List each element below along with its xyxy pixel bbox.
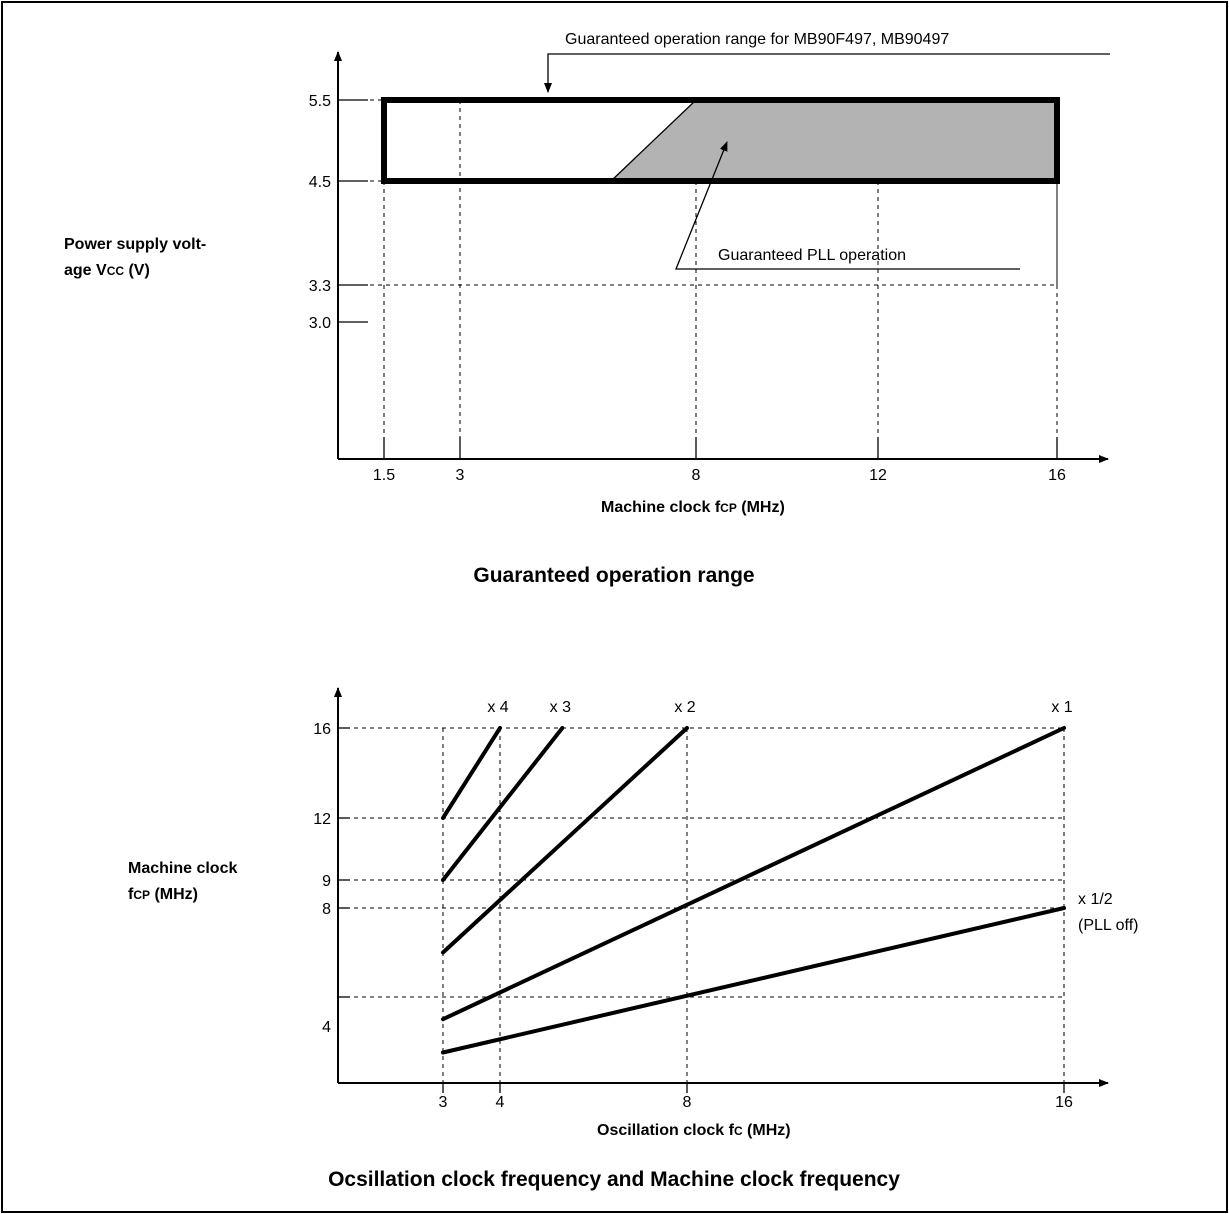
c2-x-ticks: 3 4 8 16 bbox=[439, 1083, 1073, 1111]
c2-x-tick-4: 4 bbox=[496, 1094, 505, 1111]
series-label-4: x 1 bbox=[1051, 699, 1072, 716]
c2-x-axis-label: Oscillation clock fC (MHz) bbox=[597, 1122, 791, 1139]
c2-x-tick-16: 16 bbox=[1055, 1094, 1073, 1111]
c2-x-tick-3: 3 bbox=[439, 1094, 448, 1111]
c1-y-axis-label-line2: age VCC (V) bbox=[64, 262, 150, 279]
series-line-1 bbox=[441, 726, 502, 820]
series-label-5-note: (PLL off) bbox=[1078, 917, 1138, 934]
c1-y-tick-3.3: 3.3 bbox=[309, 278, 331, 295]
pll-operation-region bbox=[609, 99, 1058, 182]
series-label-2: x 3 bbox=[550, 699, 571, 716]
c2-y-tick-4: 4 bbox=[322, 1019, 331, 1036]
c1-x-tick-8: 8 bbox=[692, 467, 701, 484]
operation-range-annotation: Guaranteed operation range for MB90F497,… bbox=[544, 31, 1110, 93]
c1-caption: Guaranteed operation range bbox=[473, 564, 754, 587]
c1-y-axis-label-line1: Power supply volt- bbox=[64, 236, 206, 253]
c1-x-tick-3: 3 bbox=[456, 467, 465, 484]
c2-dashed-guides bbox=[338, 727, 1065, 1083]
c2-y-axis-label-line2: fCP (MHz) bbox=[128, 886, 198, 903]
operation-range-chart: 5.5 4.5 3.3 3.0 1.5 3 8 12 16 Guaranteed operat… bbox=[64, 31, 1110, 587]
operation-range-box bbox=[381, 97, 1060, 184]
c2-axes bbox=[334, 687, 1109, 1087]
series-line-3 bbox=[441, 726, 689, 955]
c2-y-ticks: 16 12 9 8 4 bbox=[313, 721, 350, 1036]
series-label-1: x 4 bbox=[487, 699, 508, 716]
series-line-4 bbox=[441, 726, 1066, 1022]
c2-y-tick-12: 12 bbox=[313, 811, 331, 828]
c1-x-ticks: 1.5 3 8 12 16 bbox=[373, 437, 1066, 484]
c1-axes bbox=[334, 51, 1109, 463]
c1-x-tick-16: 16 bbox=[1048, 467, 1066, 484]
clock-frequency-chart: 16 12 9 8 4 3 4 8 16 x 4 x 3 x 2 x 1 x 1/2 (PLL off)… bbox=[128, 687, 1138, 1191]
c2-y-tick-9: 9 bbox=[322, 873, 331, 890]
c2-caption: Ocsillation clock frequency and Machine … bbox=[328, 1168, 900, 1191]
c1-x-tick-12: 12 bbox=[869, 467, 887, 484]
pll-annotation: Guaranteed PLL operation bbox=[675, 141, 1020, 270]
c1-y-tick-5.5: 5.5 bbox=[309, 93, 331, 110]
c1-x-tick-1.5: 1.5 bbox=[373, 467, 395, 484]
c2-y-tick-8: 8 bbox=[322, 901, 331, 918]
operation-range-annotation-text: Guaranteed operation range for MB90F497,… bbox=[565, 31, 949, 48]
series-line-5 bbox=[441, 906, 1066, 1055]
c2-y-tick-16: 16 bbox=[313, 721, 331, 738]
pll-annotation-text: Guaranteed PLL operation bbox=[718, 247, 906, 264]
c1-y-tick-4.5: 4.5 bbox=[309, 174, 331, 191]
c2-series-labels: x 4 x 3 x 2 x 1 x 1/2 (PLL off) bbox=[487, 699, 1138, 934]
c1-dashed-guides bbox=[338, 99, 1058, 459]
c2-y-axis-label-line1: Machine clock bbox=[128, 860, 237, 877]
series-line-2 bbox=[441, 726, 565, 882]
c2-series bbox=[441, 726, 1066, 1055]
c1-y-ticks: 5.5 4.5 3.3 3.0 bbox=[309, 93, 368, 332]
series-label-5: x 1/2 bbox=[1078, 891, 1113, 908]
c2-x-tick-8: 8 bbox=[683, 1094, 692, 1111]
c1-x-axis-label: Machine clock fCP (MHz) bbox=[601, 499, 785, 516]
series-label-3: x 2 bbox=[674, 699, 695, 716]
c1-y-tick-3.0: 3.0 bbox=[309, 315, 331, 332]
